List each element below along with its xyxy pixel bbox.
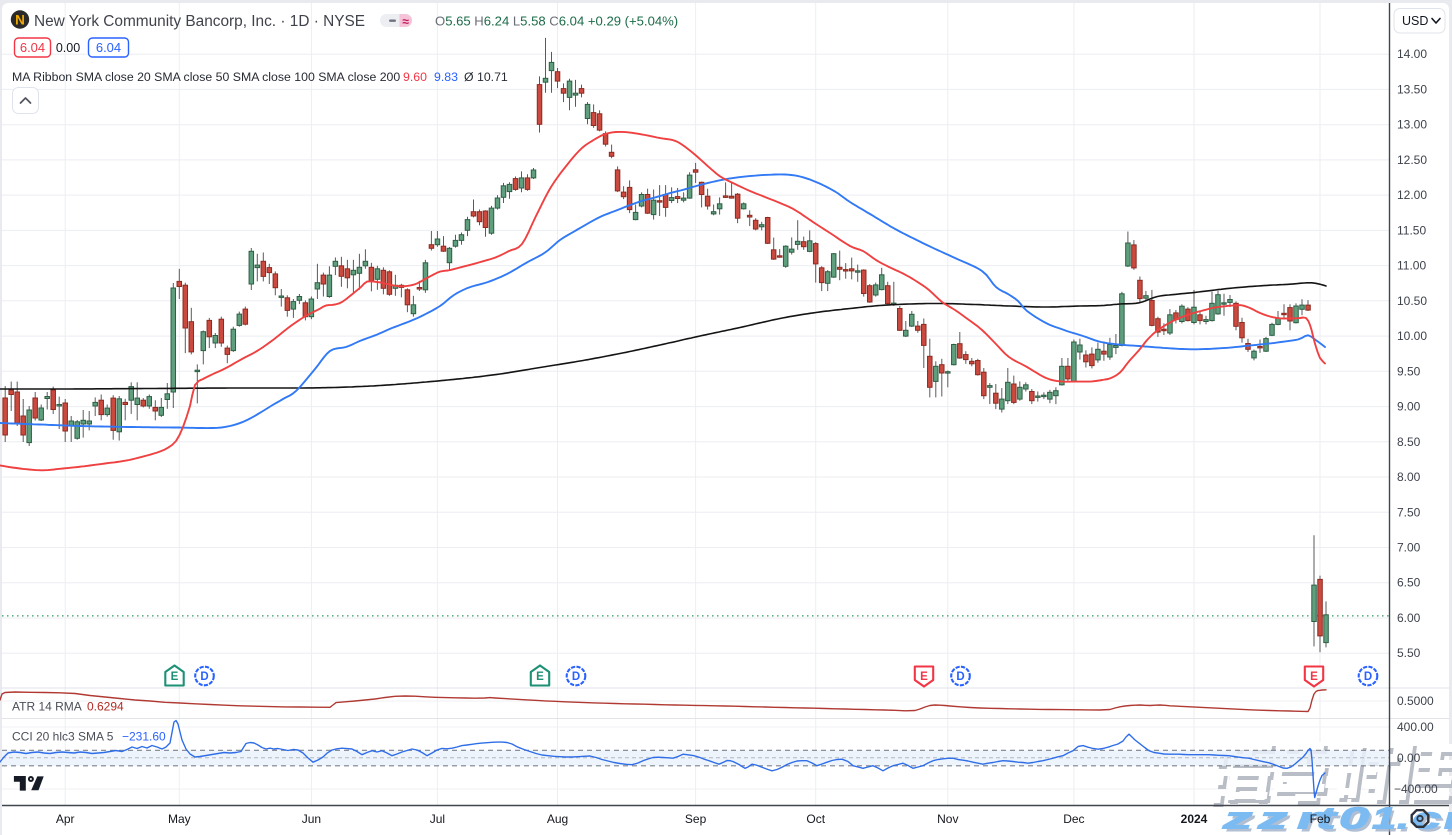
svg-text:1: 1 — [1375, 803, 1399, 835]
svg-text:z: z — [1260, 803, 1291, 835]
svg-text:Jul: Jul — [430, 812, 445, 826]
svg-text:New York Community Bancorp, In: New York Community Bancorp, Inc. · 1D · … — [34, 13, 365, 30]
svg-text:D: D — [956, 671, 964, 683]
svg-text:−231.60: −231.60 — [122, 730, 166, 744]
svg-text:r: r — [1297, 800, 1323, 835]
svg-text:0: 0 — [1342, 804, 1373, 835]
svg-text:5.50: 5.50 — [1397, 646, 1421, 660]
svg-text:D: D — [572, 671, 580, 683]
svg-text:z: z — [1225, 803, 1256, 835]
svg-text:Dec: Dec — [1063, 812, 1084, 826]
svg-text:USD: USD — [1402, 14, 1428, 28]
svg-text:14.00: 14.00 — [1397, 47, 1427, 61]
svg-text:MA Ribbon SMA close 20 SMA clo: MA Ribbon SMA close 20 SMA close 50 SMA … — [12, 70, 400, 84]
svg-text:.: . — [1397, 801, 1409, 835]
svg-text:Ø 10.71: Ø 10.71 — [464, 70, 508, 84]
svg-text:t: t — [1319, 803, 1342, 835]
svg-text:9.50: 9.50 — [1397, 364, 1421, 378]
svg-text:11.50: 11.50 — [1397, 223, 1426, 237]
svg-text:2024: 2024 — [1181, 812, 1208, 826]
svg-text:E: E — [536, 671, 544, 683]
svg-text:n: n — [1444, 801, 1452, 835]
svg-text:13.00: 13.00 — [1397, 118, 1427, 132]
svg-text:ATR 14 RMA: ATR 14 RMA — [12, 700, 82, 714]
svg-text:D: D — [1364, 671, 1372, 683]
svg-text:1: 1 — [1372, 801, 1396, 835]
svg-text:6.00: 6.00 — [1397, 611, 1421, 625]
svg-text:7.50: 7.50 — [1397, 505, 1421, 519]
svg-text:13.50: 13.50 — [1397, 82, 1427, 96]
svg-text:12.50: 12.50 — [1397, 153, 1427, 167]
svg-text:May: May — [168, 812, 191, 826]
svg-text:10.00: 10.00 — [1397, 329, 1427, 343]
svg-text:9.00: 9.00 — [1397, 400, 1421, 414]
svg-text:11.00: 11.00 — [1397, 259, 1426, 273]
svg-text:n: n — [1447, 803, 1452, 835]
svg-text:8.00: 8.00 — [1397, 470, 1421, 484]
svg-text:−400.00: −400.00 — [1394, 782, 1438, 796]
svg-text:9.83: 9.83 — [434, 70, 458, 84]
svg-text:z: z — [1257, 800, 1288, 835]
svg-text:.: . — [1400, 803, 1412, 835]
svg-text:12.00: 12.00 — [1397, 188, 1427, 202]
svg-text:Feb: Feb — [1310, 812, 1331, 826]
svg-text:0.00: 0.00 — [56, 41, 80, 55]
svg-text:Oct: Oct — [806, 812, 825, 826]
svg-text:Aug: Aug — [547, 812, 568, 826]
svg-text:z: z — [1222, 800, 1253, 835]
svg-text:O5.65 H6.24 L5.58 C6.04 +0.29: O5.65 H6.24 L5.58 C6.04 +0.29 (+5.04%) — [435, 14, 678, 29]
svg-text:6.04: 6.04 — [96, 40, 121, 55]
svg-text:0.00: 0.00 — [1397, 751, 1421, 765]
svg-text:Apr: Apr — [56, 812, 75, 826]
svg-text:E: E — [171, 671, 179, 683]
svg-text:Sep: Sep — [685, 812, 707, 826]
svg-text:9.60: 9.60 — [403, 70, 427, 84]
svg-text:Jun: Jun — [302, 812, 321, 826]
svg-text:400.00: 400.00 — [1397, 720, 1434, 734]
svg-text:N: N — [15, 12, 25, 27]
svg-text:E: E — [920, 671, 928, 683]
svg-text:6.04: 6.04 — [20, 40, 45, 55]
svg-text:6.50: 6.50 — [1397, 576, 1421, 590]
svg-text:CCI 20 hlc3 SMA 5: CCI 20 hlc3 SMA 5 — [12, 730, 114, 744]
svg-text:c: c — [1412, 801, 1441, 835]
svg-text:0.5000: 0.5000 — [1397, 694, 1434, 708]
svg-text:10.50: 10.50 — [1397, 294, 1427, 308]
svg-text:0.6294: 0.6294 — [87, 700, 124, 714]
svg-text:≈: ≈ — [402, 15, 409, 29]
svg-text:7.00: 7.00 — [1397, 541, 1421, 555]
svg-text:0: 0 — [1339, 801, 1370, 835]
svg-text:E: E — [1310, 671, 1318, 683]
svg-text:r: r — [1300, 803, 1326, 835]
svg-text:8.50: 8.50 — [1397, 435, 1421, 449]
svg-text:t: t — [1316, 800, 1339, 835]
svg-text:Nov: Nov — [937, 812, 958, 826]
svg-text:D: D — [200, 671, 208, 683]
